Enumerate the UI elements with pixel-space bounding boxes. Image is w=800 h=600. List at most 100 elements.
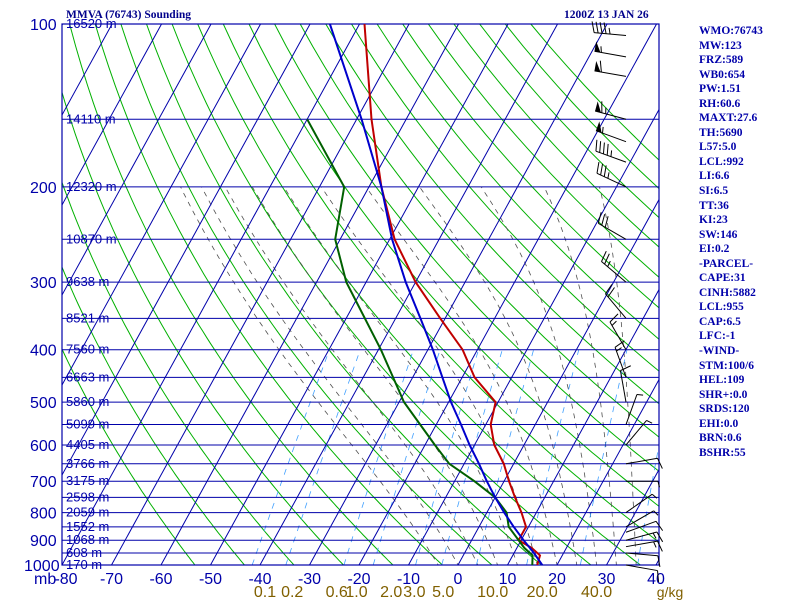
mixing-ratio-line bbox=[285, 349, 361, 565]
wind-barb-half bbox=[616, 347, 622, 352]
temperature-tick-label: -30 bbox=[298, 571, 321, 588]
temperature-tick-label: -60 bbox=[149, 571, 172, 588]
temperature-tick-label: 10 bbox=[499, 571, 517, 588]
height-label: 16520 m bbox=[66, 16, 117, 31]
wind-barb-flag bbox=[607, 287, 615, 298]
wind-barb bbox=[605, 284, 627, 319]
isotherm-line bbox=[62, 24, 212, 297]
chart-title: MMVA (76743) Sounding bbox=[66, 9, 192, 21]
wind-barb bbox=[625, 520, 664, 533]
isotherm-line bbox=[209, 24, 509, 565]
wind-barb bbox=[609, 313, 627, 350]
wind-barb-flag bbox=[603, 165, 607, 177]
isotherm-line bbox=[506, 288, 659, 565]
wind-barb bbox=[594, 101, 627, 120]
wind-barb-flag bbox=[604, 253, 610, 265]
wind-barb-shaft bbox=[625, 457, 658, 465]
temperature-tick-label: 0 bbox=[454, 571, 463, 588]
wind-barb-shaft bbox=[625, 564, 658, 572]
moist-adiabat-line bbox=[419, 186, 578, 565]
wind-barb-half bbox=[653, 510, 659, 516]
index-item: LCL:955 bbox=[699, 301, 744, 314]
wind-barb-pennant bbox=[594, 61, 601, 72]
mixing-ratio-line bbox=[441, 349, 503, 565]
wind-barb-flag bbox=[595, 139, 598, 152]
isotherm-line bbox=[62, 24, 163, 207]
mixing-ratio-label: 0.6 bbox=[326, 584, 348, 600]
mixing-ratio-line bbox=[526, 349, 580, 565]
wind-barb-flag bbox=[599, 22, 603, 34]
wind-barb-shaft bbox=[625, 420, 647, 446]
isotherm-line bbox=[62, 24, 361, 565]
wind-barb-pennant bbox=[595, 121, 602, 133]
wind-barb-flag bbox=[657, 540, 663, 552]
wind-barb-flag bbox=[614, 340, 625, 348]
mixing-ratio-line bbox=[579, 349, 628, 565]
wind-barb-flag bbox=[599, 141, 602, 153]
index-item: STM:100/6 bbox=[699, 359, 754, 372]
mixing-ratio-label: 3.0 bbox=[403, 584, 425, 600]
mixing-ratio-label: 0.1 bbox=[254, 584, 276, 600]
temperature-tick-label: -80 bbox=[54, 571, 77, 588]
wind-barb-shaft bbox=[625, 520, 657, 533]
mixing-ratio-line bbox=[415, 349, 479, 565]
parcel-line bbox=[328, 24, 544, 565]
mixing-ratio-line bbox=[251, 349, 330, 565]
isotherm-line bbox=[259, 24, 559, 565]
wind-barb bbox=[619, 365, 631, 403]
wind-barb-flag bbox=[604, 216, 609, 228]
wind-barb-half bbox=[610, 150, 613, 157]
pressure-tick-label: 700 bbox=[30, 474, 57, 491]
wind-barb-shaft bbox=[625, 531, 658, 541]
wind-barb bbox=[597, 212, 627, 240]
height-label: 6663 m bbox=[66, 369, 109, 384]
index-item: BSHR:55 bbox=[699, 446, 746, 459]
isotherm-line bbox=[457, 198, 659, 565]
pressure-tick-label: 400 bbox=[30, 343, 57, 360]
isotherm-line bbox=[62, 24, 262, 387]
index-item: EI:0.2 bbox=[699, 243, 730, 256]
pressure-axis-label: mb bbox=[34, 571, 56, 588]
dry-adiabat-line bbox=[145, 24, 543, 565]
wind-barb-flag bbox=[656, 531, 664, 543]
index-item: SI:6.5 bbox=[699, 185, 729, 198]
wind-barb-shaft bbox=[625, 394, 638, 425]
index-item: BRN:0.6 bbox=[699, 432, 742, 445]
wind-barb-shaft bbox=[594, 70, 627, 77]
profiles bbox=[306, 24, 544, 565]
height-label: 8521 m bbox=[66, 310, 109, 325]
wind-barb bbox=[595, 139, 627, 163]
wind-barb bbox=[625, 540, 663, 552]
wind-barb-pennant bbox=[594, 41, 601, 53]
wind-barb-pennant bbox=[595, 101, 601, 113]
wind-barb-shaft bbox=[601, 261, 627, 283]
isotherms bbox=[62, 24, 659, 565]
wind-barb bbox=[614, 340, 627, 378]
wind-barbs bbox=[591, 21, 664, 582]
height-label: 10870 m bbox=[66, 231, 117, 246]
pressure-tick-label: 500 bbox=[30, 395, 57, 412]
height-label: 1552 m bbox=[66, 519, 109, 534]
isotherm-line bbox=[308, 24, 608, 565]
height-label: 1068 m bbox=[66, 532, 109, 547]
index-item: FRZ:589 bbox=[699, 54, 744, 67]
index-item: CAPE:31 bbox=[699, 272, 746, 285]
wind-barb-flag bbox=[600, 163, 604, 176]
wind-barb-half bbox=[608, 27, 611, 35]
wind-barb-flag bbox=[620, 365, 631, 372]
index-item: LI:6.6 bbox=[699, 170, 730, 183]
wind-barb-flag bbox=[655, 521, 664, 531]
index-item: TT:36 bbox=[699, 199, 729, 212]
indices-panel: WMO:76743 MW:123 FRZ:589 WB0:654 PW:1.51 RH:6… bbox=[699, 24, 799, 460]
height-label: 4405 m bbox=[66, 437, 109, 452]
wind-barb-shaft bbox=[598, 222, 627, 240]
wind-barb-half bbox=[636, 393, 644, 396]
wind-barb-half bbox=[602, 126, 604, 134]
pressure-tick-label: 1000 bbox=[24, 558, 60, 575]
wind-barb-shaft bbox=[625, 552, 658, 557]
moist-adiabat-line bbox=[480, 186, 598, 565]
wind-barb-shaft bbox=[625, 510, 654, 528]
wind-barb-half bbox=[611, 320, 617, 326]
temperature-tick-label: -20 bbox=[347, 571, 370, 588]
wind-barb-shaft bbox=[614, 347, 627, 378]
